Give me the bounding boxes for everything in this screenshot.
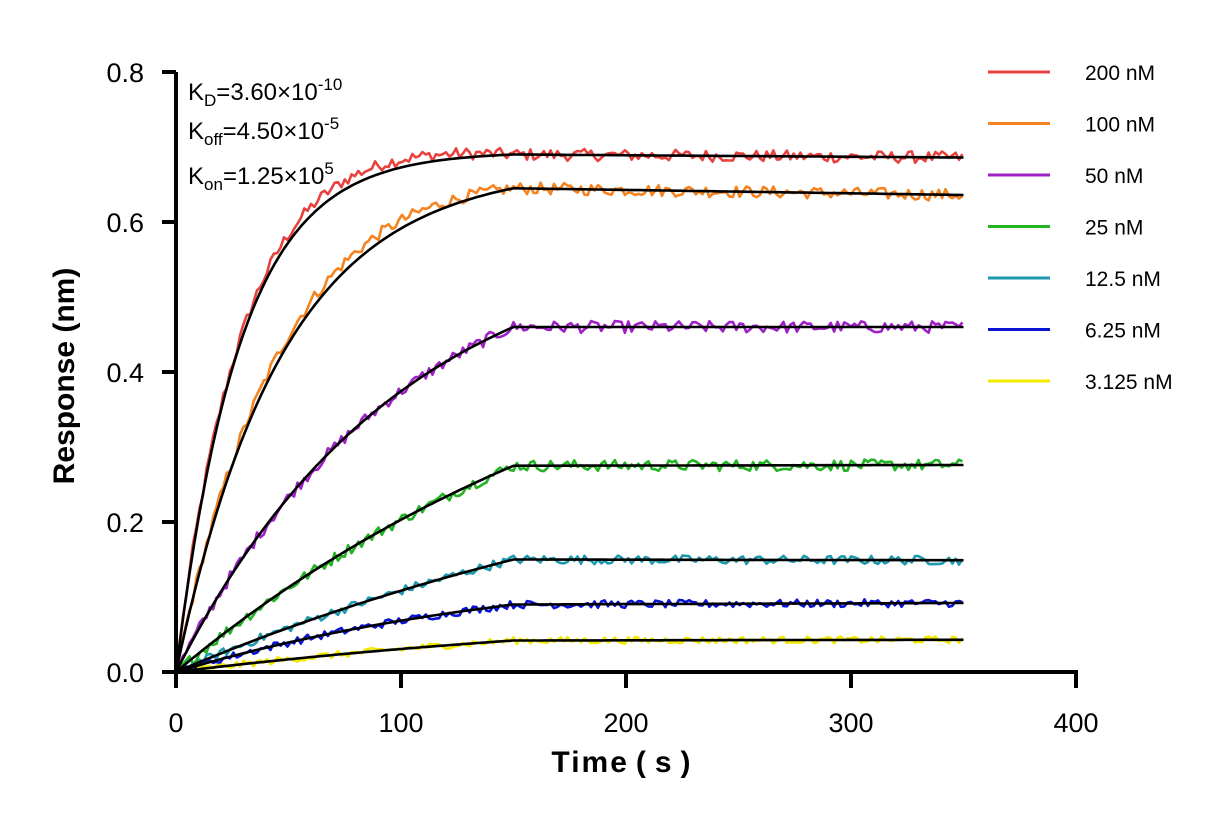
legend-label: 100 nM: [1085, 114, 1155, 137]
legend-label: 50 nM: [1085, 165, 1143, 188]
y-tick-label: 0.0: [106, 658, 144, 688]
legend-label: 12.5 nM: [1085, 268, 1161, 291]
y-tick-label: 0.8: [106, 58, 144, 88]
fit-curve-3-125-nM: [175, 638, 964, 674]
x-tick-label: 400: [1053, 708, 1098, 738]
x-tick-label: 200: [603, 708, 648, 738]
fit-curve-25-nM: [175, 463, 964, 673]
legend-label: 25 nM: [1085, 217, 1143, 240]
y-tick-label: 0.6: [106, 208, 144, 238]
fit-curve-12-5-nM: [175, 558, 964, 674]
series-line-50-nM: [174, 319, 964, 673]
fit-curve-200-nM: [174, 153, 964, 673]
y-tick-label: 0.2: [106, 508, 144, 538]
y-axis-title: Response (nm): [48, 268, 81, 485]
series-line-12-5-nM: [175, 554, 964, 674]
koff-annotation: Koff=4.50×10-5: [188, 114, 339, 149]
x-tick-label: 0: [168, 708, 183, 738]
plot-curves: [174, 146, 964, 674]
legend-label: 3.125 nM: [1085, 371, 1173, 394]
legend: 200 nM 100 nM 50 nM 25 nM 12.5 nM 6.25 nM 3.12…: [988, 62, 1173, 394]
y-ticks: 0.0 0.2 0.4 0.6 0.8: [106, 58, 176, 688]
series-line-25-nM: [175, 458, 964, 674]
fit-curve-6-25-nM: [175, 601, 964, 674]
fit-curve-50-nM: [174, 325, 964, 673]
legend-label: 200 nM: [1085, 62, 1155, 85]
axes: 0.0 0.2 0.4 0.6 0.8 0 100 200 300 400: [106, 58, 1098, 738]
x-tick-label: 300: [828, 708, 873, 738]
x-ticks: 0 100 200 300 400: [168, 672, 1099, 738]
x-tick-label: 100: [378, 708, 423, 738]
kd-annotation: KD=3.60×10-10: [188, 75, 342, 110]
series-line-100-nM: [174, 181, 964, 673]
fit-curve-100-nM: [174, 187, 964, 673]
kon-annotation: Kon=1.25×105: [188, 159, 334, 194]
x-axis-title: Time ( s ): [551, 746, 692, 779]
y-tick-label: 0.4: [106, 358, 144, 388]
series-line-200-nM: [174, 146, 964, 673]
kinetics-annotation: KD=3.60×10-10 Koff=4.50×10-5 Kon=1.25×10…: [188, 75, 342, 194]
legend-label: 6.25 nM: [1085, 320, 1161, 343]
